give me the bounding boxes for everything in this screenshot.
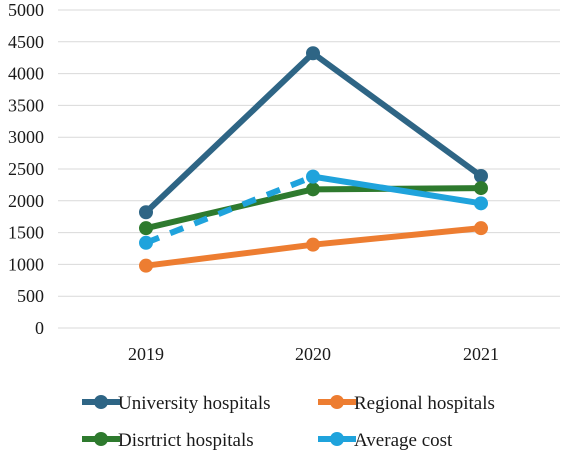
data-point [139,221,153,236]
legend-label: Regional hospitals [354,393,495,414]
legend-swatch-marker [94,432,108,446]
y-tick-label: 3500 [8,95,44,115]
y-tick-label: 4000 [8,64,44,84]
series-regional-hospitals [139,221,488,273]
x-tick-label: 2021 [463,344,499,364]
data-point [306,46,320,61]
y-tick-label: 4500 [8,32,44,52]
y-tick-label: 1500 [8,223,44,243]
y-tick-label: 2500 [8,159,44,179]
data-point [306,182,320,197]
series-line-segment [310,173,484,207]
data-point [139,235,153,250]
legend-label: Average cost [354,430,453,451]
series-university-hospitals [139,46,488,220]
y-tick-label: 0 [35,318,44,338]
data-point [139,258,153,273]
legend-item: Disrtrict hospitals [82,430,254,451]
y-tick-label: 2000 [8,191,44,211]
legend-item: Average cost [318,430,453,451]
y-axis-tick-labels: 0 500 1000 1500 2000 2500 3000 3500 4000 4500 5000 [8,0,44,338]
y-tick-label: 3000 [8,127,44,147]
y-tick-label: 5000 [8,0,44,20]
legend: University hospitals Regional hospitals Di… [82,393,495,451]
series-line-segment [144,173,315,246]
data-point [474,168,488,183]
legend-swatch-marker [330,395,344,409]
series-disrtrict-hospitals [139,181,488,236]
data-point [306,237,320,252]
data-point [139,205,153,220]
x-tick-label: 2020 [295,344,331,364]
y-tick-label: 1000 [8,254,44,274]
legend-label: Disrtrict hospitals [118,430,254,451]
x-tick-label: 2019 [128,344,164,364]
series-lines [139,46,488,273]
legend-item: Regional hospitals [318,393,495,414]
series-line-segment [310,50,484,179]
series-line-segment [143,50,316,216]
data-point [474,196,488,211]
series-average-cost [139,169,488,250]
legend-swatch-marker [94,395,108,409]
data-point [306,169,320,184]
legend-label: University hospitals [118,393,271,414]
x-axis-tick-labels: 2019 2020 2021 [128,344,499,364]
series-line-segment [310,225,484,248]
legend-swatch-marker [330,432,344,446]
data-point [474,181,488,196]
data-point [474,221,488,236]
y-tick-label: 500 [17,286,44,306]
legend-item: University hospitals [82,393,271,414]
series-line-segment [143,241,316,269]
